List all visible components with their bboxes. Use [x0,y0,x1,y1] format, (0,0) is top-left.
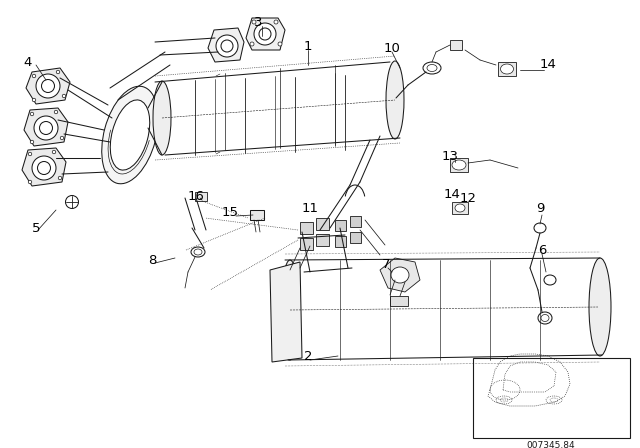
Ellipse shape [544,275,556,285]
Ellipse shape [62,94,66,98]
Ellipse shape [281,260,299,360]
Ellipse shape [427,65,437,72]
Polygon shape [208,28,244,62]
Text: 6: 6 [538,244,546,257]
Ellipse shape [259,28,271,40]
Ellipse shape [252,20,256,24]
Bar [335,236,346,247]
Bar [316,218,329,230]
Bar [450,40,462,50]
Polygon shape [270,262,302,362]
Ellipse shape [65,195,79,208]
Text: 10: 10 [383,42,401,55]
Ellipse shape [455,204,465,212]
Polygon shape [380,258,420,292]
Ellipse shape [500,64,513,74]
Polygon shape [24,108,68,146]
Text: 11: 11 [301,202,319,215]
Ellipse shape [32,98,36,102]
Text: 9: 9 [536,202,544,215]
Ellipse shape [538,312,552,324]
Polygon shape [246,18,285,50]
Text: 15: 15 [221,206,239,219]
Bar [390,296,408,306]
Ellipse shape [589,258,611,356]
Ellipse shape [534,223,546,233]
Ellipse shape [110,100,150,170]
Ellipse shape [274,20,278,24]
Ellipse shape [28,152,32,156]
Ellipse shape [54,110,58,114]
Bar [335,220,346,231]
Ellipse shape [452,160,466,170]
Bar [316,234,329,246]
Bar [250,210,264,220]
Bar [300,222,313,234]
Ellipse shape [56,70,60,74]
Polygon shape [22,148,66,186]
Ellipse shape [278,42,282,46]
Ellipse shape [423,62,441,74]
Ellipse shape [102,86,158,184]
Ellipse shape [38,161,51,175]
Ellipse shape [42,79,54,92]
Ellipse shape [391,267,409,283]
Text: 1: 1 [304,39,312,52]
Bar [450,158,468,172]
Ellipse shape [40,121,52,134]
Bar [350,216,361,227]
Ellipse shape [153,81,171,155]
Ellipse shape [32,74,36,78]
Text: 4: 4 [24,56,32,69]
Text: 7: 7 [381,258,390,271]
Ellipse shape [191,247,205,257]
Polygon shape [26,68,70,104]
Ellipse shape [28,180,32,184]
Text: 3: 3 [253,16,262,29]
Ellipse shape [32,156,56,180]
Bar [300,238,313,250]
Ellipse shape [30,112,34,116]
Ellipse shape [60,136,64,140]
Ellipse shape [36,74,60,98]
Text: 5: 5 [32,221,40,234]
Ellipse shape [52,150,56,154]
Text: 2: 2 [304,349,312,362]
Ellipse shape [541,314,549,322]
Ellipse shape [386,61,404,139]
Ellipse shape [254,23,276,45]
Ellipse shape [250,42,254,46]
Ellipse shape [216,35,238,57]
Bar [473,358,630,438]
Ellipse shape [30,140,34,144]
Ellipse shape [34,116,58,140]
Text: 14: 14 [444,188,460,201]
Bar [452,202,468,214]
Text: 007345.84: 007345.84 [527,441,575,448]
Text: 16: 16 [188,190,204,202]
Bar [350,232,361,243]
Bar [195,192,207,201]
Bar [498,62,516,76]
Text: 12: 12 [460,191,477,204]
Text: 14: 14 [540,59,556,72]
Text: 8: 8 [148,254,156,267]
Ellipse shape [221,40,233,52]
Ellipse shape [58,176,61,180]
Ellipse shape [194,249,202,255]
Text: 13: 13 [442,150,458,163]
